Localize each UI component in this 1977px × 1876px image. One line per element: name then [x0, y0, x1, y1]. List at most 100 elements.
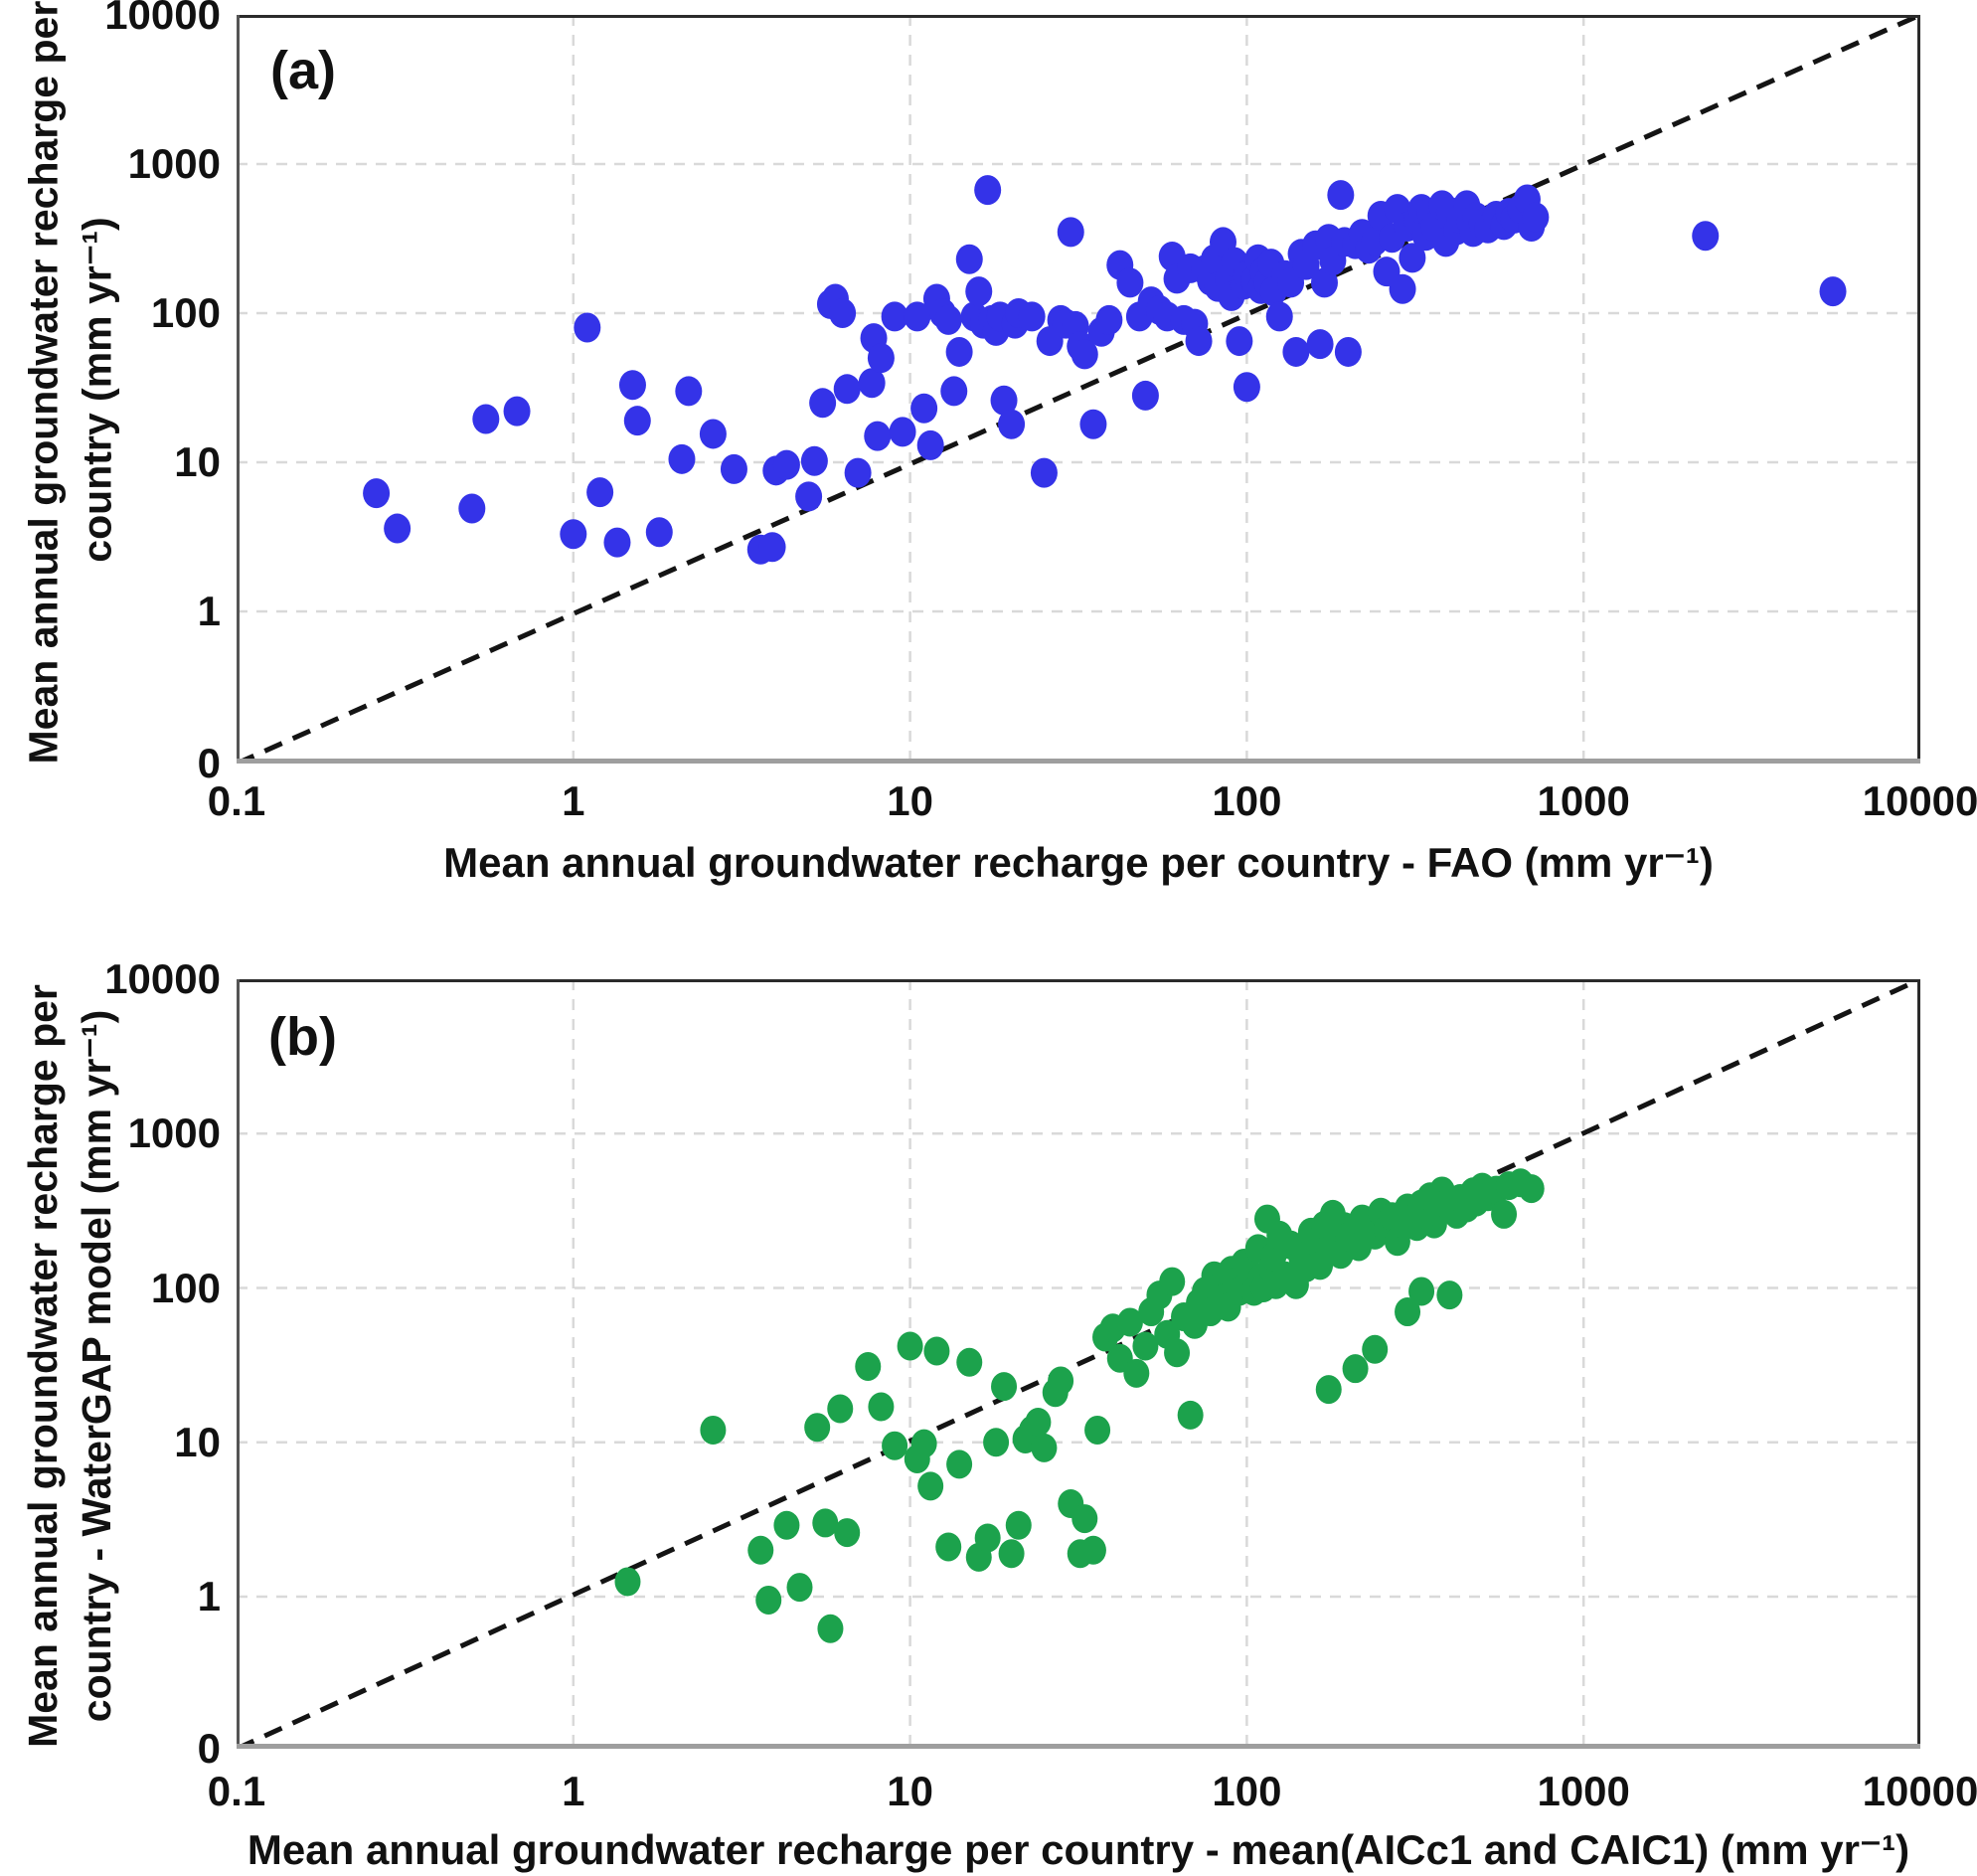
data-point	[1282, 336, 1310, 367]
data-point	[1116, 1307, 1143, 1337]
data-point	[998, 1539, 1025, 1569]
one-to-one-line	[237, 979, 1920, 1749]
data-point	[1025, 1408, 1052, 1438]
y-tick-label: 10000	[104, 0, 221, 38]
x-tick-label: 100	[1212, 1768, 1282, 1814]
data-point	[560, 519, 587, 550]
data-point	[844, 457, 872, 488]
data-point	[363, 478, 391, 509]
y-tick-label: 1000	[127, 140, 221, 187]
data-point	[1123, 1358, 1150, 1388]
data-point	[1084, 1415, 1111, 1445]
data-point	[1048, 1366, 1074, 1396]
data-point	[1018, 301, 1046, 332]
data-point	[1177, 1400, 1204, 1430]
data-point	[699, 419, 727, 449]
data-point	[574, 312, 601, 343]
data-point	[1692, 221, 1720, 252]
data-point	[603, 527, 631, 558]
data-point	[1327, 180, 1355, 211]
data-point	[1315, 1375, 1342, 1405]
panel-b-y-axis-title-line1: Mean annual groundwater recharge per	[20, 984, 66, 1748]
panel-b-label: (b)	[268, 1007, 337, 1067]
data-point	[786, 1573, 813, 1603]
data-point	[618, 370, 646, 401]
y-tick-label: 10	[174, 438, 221, 485]
panel-b-x-axis-title: Mean annual groundwater recharge per cou…	[247, 1826, 1910, 1873]
data-point	[472, 404, 500, 434]
data-point	[614, 1567, 641, 1597]
data-point	[965, 276, 993, 307]
data-point	[955, 244, 983, 274]
x-tick-label: 100	[1212, 777, 1282, 824]
data-point	[1057, 217, 1084, 248]
data-point	[1389, 273, 1416, 304]
data-point	[1071, 339, 1098, 370]
data-point	[889, 417, 916, 447]
y-tick-label: 100	[150, 1264, 221, 1311]
data-point	[772, 449, 800, 480]
data-point	[795, 481, 823, 512]
data-point	[668, 443, 696, 474]
x-tick-label: 1000	[1537, 1768, 1630, 1814]
y-tick-label: 1000	[127, 1109, 221, 1157]
x-tick-label: 10000	[1862, 1768, 1977, 1814]
data-point	[1362, 1334, 1389, 1364]
data-point	[834, 1518, 861, 1548]
panel-a-label: (a)	[270, 41, 336, 100]
data-point	[1334, 336, 1362, 367]
panel-b-plot-area	[237, 979, 1920, 1749]
data-point	[882, 1431, 908, 1460]
y-tick-label: 0	[197, 1725, 221, 1772]
panel-b-y-axis-title-line2: country - WaterGAP model (mm yr⁻¹)	[74, 1009, 119, 1723]
data-point	[1233, 372, 1260, 403]
data-point	[809, 388, 837, 419]
data-point	[720, 453, 747, 484]
data-point	[1005, 1510, 1032, 1540]
data-point	[1819, 276, 1847, 307]
panel-a-y-axis-title: Mean annual groundwater recharge per cou…	[17, 0, 124, 765]
data-point	[935, 1532, 962, 1562]
data-point	[991, 1372, 1018, 1402]
data-point	[881, 301, 908, 332]
data-point	[858, 368, 886, 399]
data-point	[864, 421, 892, 451]
data-point	[1342, 1354, 1369, 1384]
panel-a-y-axis-title-line1: Mean annual groundwater recharge per	[20, 0, 67, 765]
data-point	[800, 445, 828, 476]
data-point	[645, 517, 673, 548]
data-point	[675, 376, 703, 407]
data-point	[1522, 202, 1550, 233]
data-point	[974, 175, 1002, 206]
data-point	[1132, 1331, 1159, 1361]
data-point	[940, 376, 968, 407]
data-point	[923, 1336, 950, 1366]
panel-a-x-axis-title: Mean annual groundwater recharge per cou…	[443, 839, 1714, 886]
data-point	[868, 1392, 895, 1422]
plot-svg	[237, 979, 1920, 1749]
data-point	[904, 301, 931, 332]
data-point	[910, 1429, 937, 1458]
data-point	[755, 1585, 782, 1615]
data-point	[623, 406, 651, 436]
data-point	[1079, 1535, 1106, 1565]
data-point	[384, 513, 412, 544]
data-point	[990, 385, 1018, 416]
data-point	[758, 532, 786, 563]
data-point	[503, 396, 531, 426]
data-point	[1031, 1433, 1058, 1462]
x-tick-label: 0.1	[207, 777, 266, 824]
data-point	[1265, 301, 1293, 332]
x-tick-label: 10	[887, 777, 933, 824]
data-point	[804, 1413, 831, 1443]
data-point	[1226, 326, 1253, 357]
x-tick-label: 1	[562, 777, 585, 824]
data-point	[1095, 304, 1123, 335]
data-point	[1185, 326, 1213, 357]
data-point	[910, 393, 938, 424]
y-tick-label: 100	[150, 289, 221, 336]
data-point	[974, 1523, 1001, 1553]
data-point	[700, 1415, 727, 1445]
data-point	[1071, 1504, 1098, 1534]
